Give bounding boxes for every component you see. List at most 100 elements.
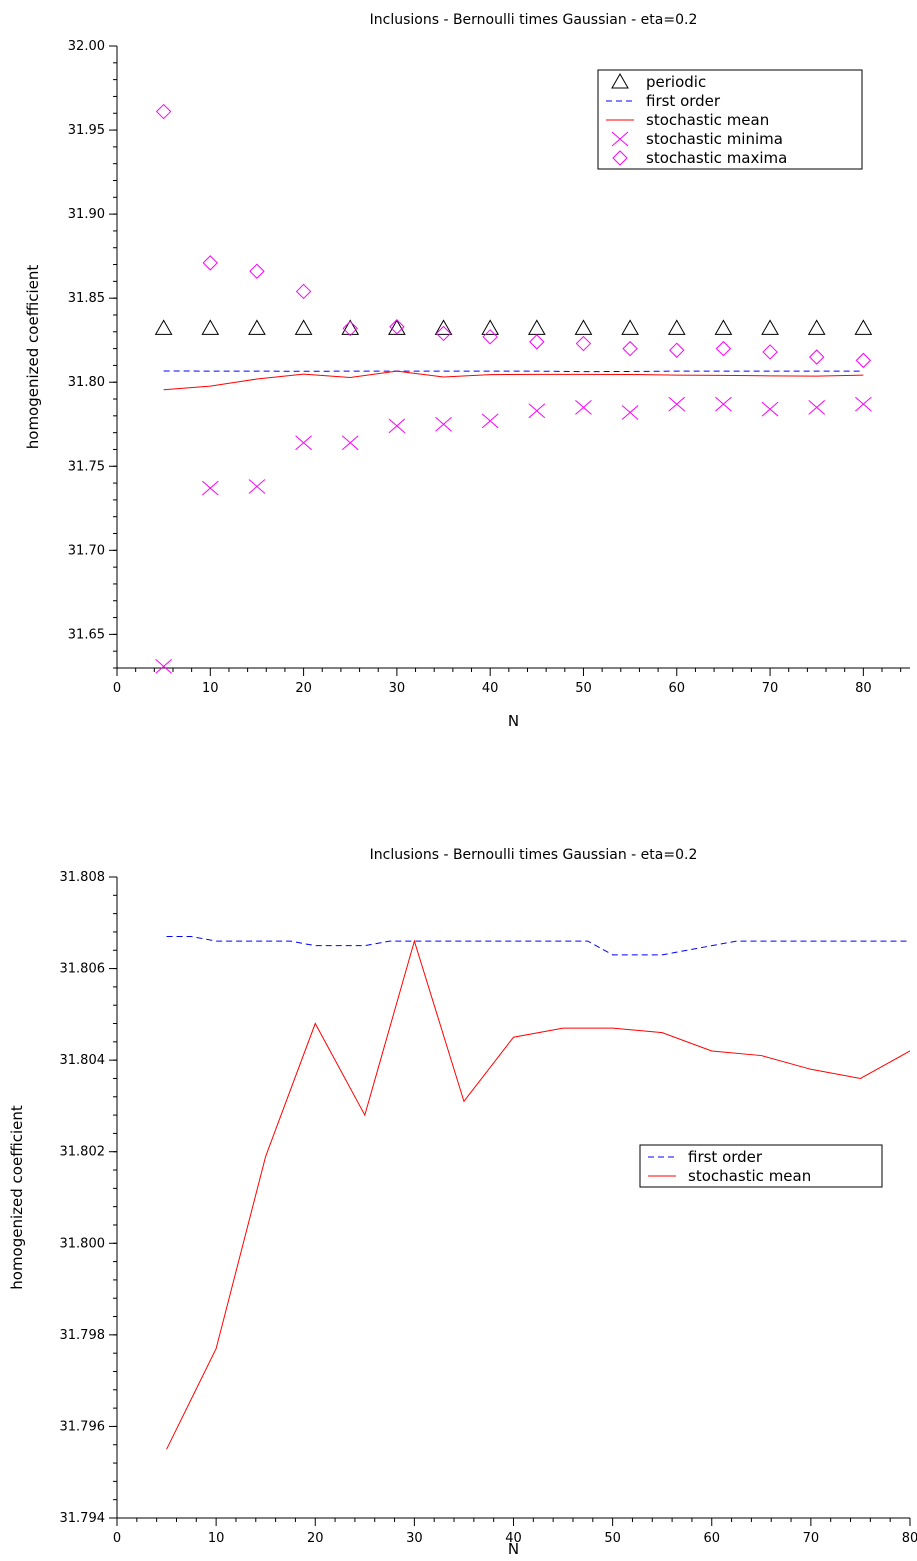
data-point — [621, 405, 639, 420]
y-tick-label: 31.796 — [60, 1419, 106, 1434]
y-tick-label: 31.798 — [60, 1328, 106, 1343]
x-tick-label: 80 — [902, 1531, 917, 1546]
x-tick-label: 20 — [307, 1531, 324, 1546]
x-tick-label: 10 — [202, 681, 219, 696]
x-tick-label: 10 — [208, 1531, 225, 1546]
y-tick-label: 31.65 — [68, 627, 105, 642]
data-point — [249, 263, 265, 279]
legend-label: periodic — [646, 73, 706, 91]
y-axis-label: homogenized coefficient — [8, 1105, 26, 1290]
legend-label: first order — [688, 1148, 763, 1166]
legend-swatch — [612, 150, 628, 166]
data-point — [808, 349, 825, 365]
data-point — [388, 319, 406, 335]
series-line — [163, 370, 864, 391]
data-point — [155, 103, 172, 120]
chart-title: Inclusions - Bernoulli times Gaussian - … — [370, 847, 698, 863]
legend-box — [597, 69, 863, 170]
series-line — [166, 936, 910, 956]
data-point — [481, 319, 500, 335]
chart-top: Inclusions - Bernoulli times Gaussian - … — [24, 12, 910, 730]
series-line — [163, 370, 864, 373]
data-point — [621, 319, 639, 335]
data-point — [854, 319, 873, 335]
data-point — [389, 319, 405, 335]
x-axis-label: N — [508, 712, 519, 730]
data-point — [527, 319, 546, 335]
x-axis-label: N — [508, 1540, 519, 1558]
data-point — [807, 319, 826, 335]
data-point — [482, 329, 498, 345]
data-point — [761, 319, 779, 335]
data-point — [622, 340, 638, 357]
x-tick-label: 20 — [295, 681, 312, 696]
y-tick-label: 31.80 — [68, 375, 105, 390]
series-stochastic-minima — [155, 396, 872, 674]
y-tick-label: 32.00 — [68, 39, 105, 54]
x-tick-label: 60 — [668, 681, 685, 696]
x-tick-label: 60 — [703, 1531, 720, 1546]
data-point — [201, 480, 219, 496]
series-stochastic-mean — [166, 939, 911, 1450]
y-tick-label: 31.75 — [68, 459, 105, 474]
data-point — [761, 401, 779, 417]
legend-label: stochastic maxima — [646, 149, 787, 167]
data-point — [855, 396, 872, 412]
data-point — [481, 413, 499, 429]
data-point — [154, 319, 173, 335]
data-point — [201, 319, 220, 335]
x-tick-label: 50 — [604, 1531, 621, 1546]
data-point — [341, 319, 360, 335]
data-point — [294, 319, 313, 335]
data-point — [715, 396, 732, 412]
y-tick-label: 31.70 — [68, 543, 105, 558]
x-tick-label: 40 — [505, 1531, 522, 1546]
y-tick-label: 31.794 — [60, 1511, 106, 1526]
data-point — [248, 479, 266, 494]
x-tick-label: 70 — [762, 681, 779, 696]
data-point — [855, 352, 872, 369]
data-point — [155, 658, 172, 674]
x-tick-label: 0 — [113, 681, 121, 696]
data-point — [295, 283, 312, 300]
data-point — [668, 396, 686, 412]
legend-label: first order — [646, 92, 721, 110]
x-tick-label: 0 — [113, 1531, 121, 1546]
y-tick-label: 31.804 — [60, 1053, 106, 1068]
x-tick-label: 30 — [389, 681, 406, 696]
legend-label: stochastic minima — [646, 130, 783, 148]
chart-bottom: Inclusions - Bernoulli times Gaussian - … — [8, 847, 917, 1558]
y-tick-label: 31.90 — [68, 207, 105, 222]
y-axis-label: homogenized coefficient — [24, 265, 42, 450]
data-point — [762, 344, 778, 360]
data-point — [388, 418, 406, 434]
y-tick-label: 31.95 — [68, 123, 105, 138]
data-point — [342, 320, 358, 337]
x-tick-label: 40 — [482, 681, 499, 696]
x-tick-label: 70 — [803, 1531, 820, 1546]
chart-title: Inclusions - Bernoulli times Gaussian - … — [370, 12, 698, 28]
legend-box — [639, 1144, 883, 1188]
data-point — [435, 325, 452, 342]
y-tick-label: 31.802 — [60, 1145, 106, 1160]
data-point — [529, 334, 545, 350]
x-tick-label: 30 — [406, 1531, 423, 1546]
data-point — [669, 342, 685, 358]
data-point — [575, 400, 592, 415]
series-periodic — [154, 319, 873, 335]
data-point — [435, 416, 452, 432]
data-point — [714, 319, 733, 335]
legend-label: stochastic mean — [646, 111, 769, 129]
y-tick-label: 31.808 — [60, 870, 106, 885]
legend-swatch — [611, 72, 629, 89]
data-point — [528, 403, 546, 419]
x-tick-label: 50 — [575, 681, 592, 696]
y-tick-label: 31.85 — [68, 291, 105, 306]
data-point — [574, 319, 593, 335]
series-stochastic-mean — [163, 370, 864, 391]
data-point — [715, 340, 732, 357]
data-point — [202, 255, 219, 271]
data-point — [248, 319, 266, 335]
